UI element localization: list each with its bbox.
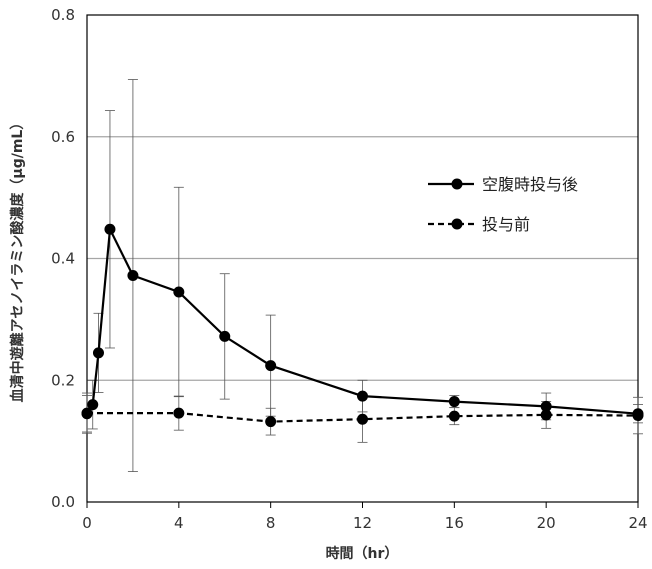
data-point-series-0	[448, 396, 460, 408]
series-line-0	[86, 225, 639, 415]
y-axis-title: 血清中遊離アセノイラミン酸濃度（μg/mL）	[9, 116, 26, 403]
x-axis-ticks: 0 4 8 12 16 20 24	[82, 502, 648, 532]
data-point-series-0	[219, 330, 231, 342]
data-point-series-0	[357, 390, 368, 402]
data-point-series-0	[265, 360, 277, 372]
data-point-series-0	[104, 223, 116, 235]
legend-label-0: 空腹時投与後	[482, 175, 578, 194]
y-tick-label: 0.6	[51, 128, 75, 146]
y-tick-label: 0.0	[51, 493, 75, 511]
x-tick-label: 20	[537, 514, 556, 532]
y-tick-label: 0.8	[51, 6, 75, 24]
data-point-series-1	[357, 413, 368, 425]
legend-label-1: 投与前	[482, 215, 530, 234]
data-point-series-1	[448, 410, 460, 422]
data-point-series-0	[127, 270, 139, 282]
data-point-series-0	[540, 400, 552, 412]
x-tick-label: 12	[353, 514, 372, 532]
gridlines	[87, 136, 638, 381]
data-point-series-1	[81, 407, 93, 419]
data-point-series-1	[540, 409, 552, 421]
legend-marker-1	[451, 218, 463, 230]
data-point-series-1	[632, 410, 644, 422]
data-points	[81, 223, 644, 428]
x-tick-label: 8	[266, 514, 276, 532]
y-axis-ticks: 0.0 0.2 0.4 0.6 0.8	[51, 6, 75, 511]
y-tick-label: 0.2	[51, 371, 75, 389]
data-point-series-0	[92, 347, 104, 359]
legend-marker-0	[451, 178, 463, 190]
data-point-series-0	[87, 399, 99, 411]
data-point-series-0	[173, 286, 185, 298]
x-tick-label: 24	[628, 514, 647, 532]
data-point-series-1	[173, 407, 185, 419]
x-axis-title: 時間（hr）	[326, 545, 399, 562]
error-bars	[82, 79, 643, 472]
x-tick-label: 4	[174, 514, 184, 532]
data-point-series-1	[265, 416, 277, 428]
x-tick-label: 16	[445, 514, 464, 532]
x-tick-label: 0	[82, 514, 92, 532]
y-tick-label: 0.4	[51, 250, 75, 268]
